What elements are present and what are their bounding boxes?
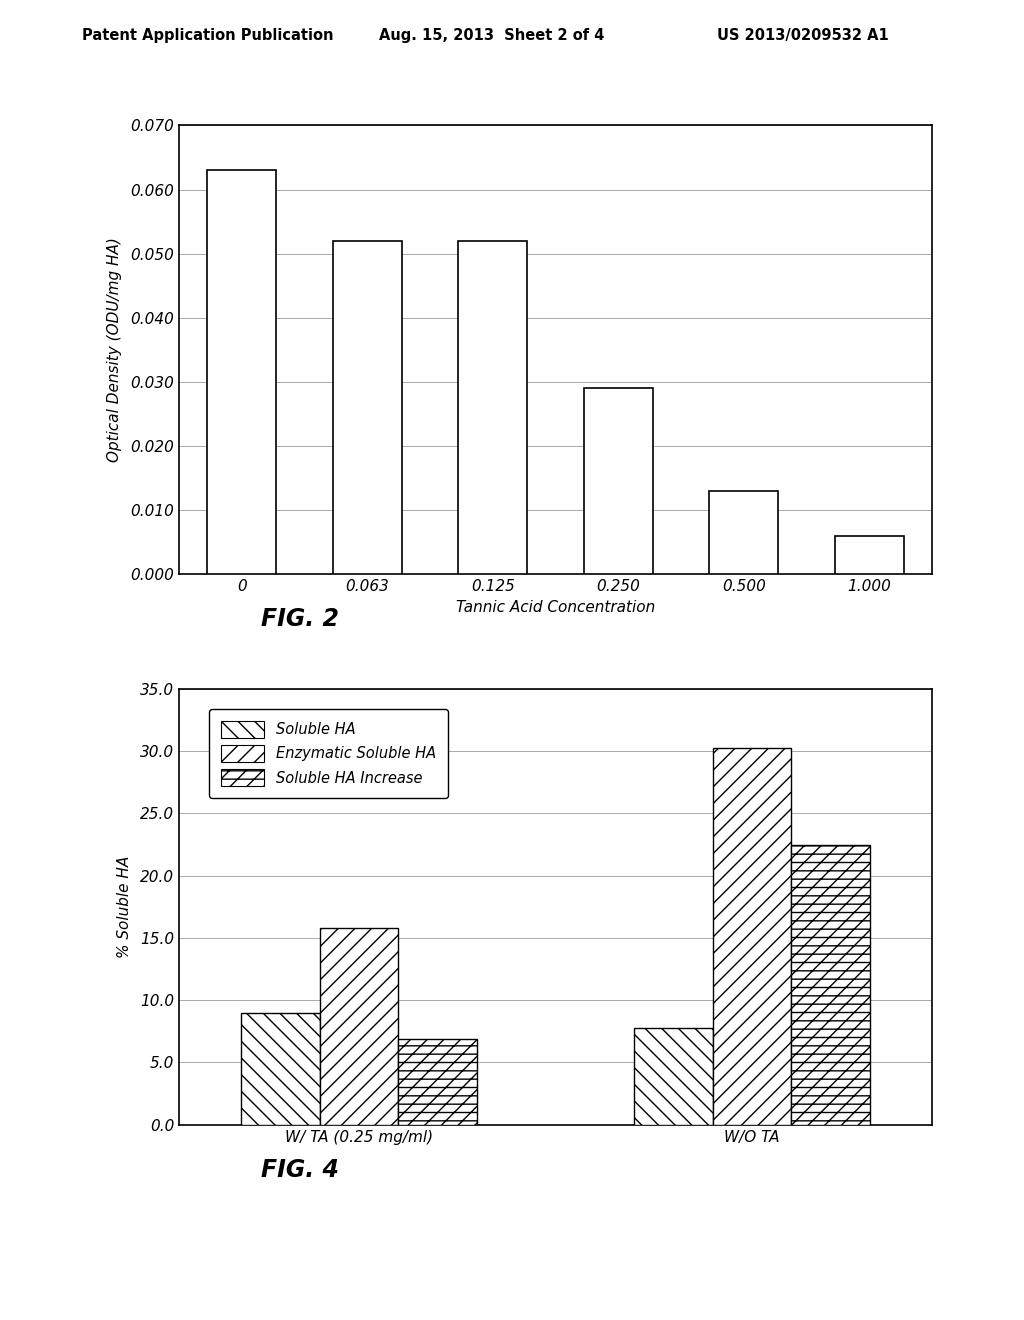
X-axis label: Tannic Acid Concentration: Tannic Acid Concentration: [456, 599, 655, 615]
Y-axis label: % Soluble HA: % Soluble HA: [117, 855, 132, 958]
Bar: [319, 928, 398, 1125]
Bar: [333, 240, 401, 574]
Bar: [459, 240, 527, 574]
Bar: [242, 1012, 319, 1125]
Text: Aug. 15, 2013  Sheet 2 of 4: Aug. 15, 2013 Sheet 2 of 4: [379, 28, 604, 42]
Bar: [792, 845, 869, 1125]
Bar: [584, 388, 652, 574]
Text: US 2013/0209532 A1: US 2013/0209532 A1: [717, 28, 889, 42]
Y-axis label: Optical Density (ODU/mg HA): Optical Density (ODU/mg HA): [108, 238, 122, 462]
Bar: [835, 536, 903, 574]
Bar: [713, 747, 792, 1125]
Bar: [208, 170, 276, 574]
Text: Patent Application Publication: Patent Application Publication: [82, 28, 334, 42]
Bar: [634, 1027, 713, 1125]
Bar: [710, 491, 778, 574]
Legend: Soluble HA, Enzymatic Soluble HA, Soluble HA Increase: Soluble HA, Enzymatic Soluble HA, Solubl…: [209, 709, 447, 797]
Text: FIG. 4: FIG. 4: [261, 1159, 339, 1183]
Text: FIG. 2: FIG. 2: [261, 607, 339, 631]
Bar: [398, 1039, 477, 1125]
